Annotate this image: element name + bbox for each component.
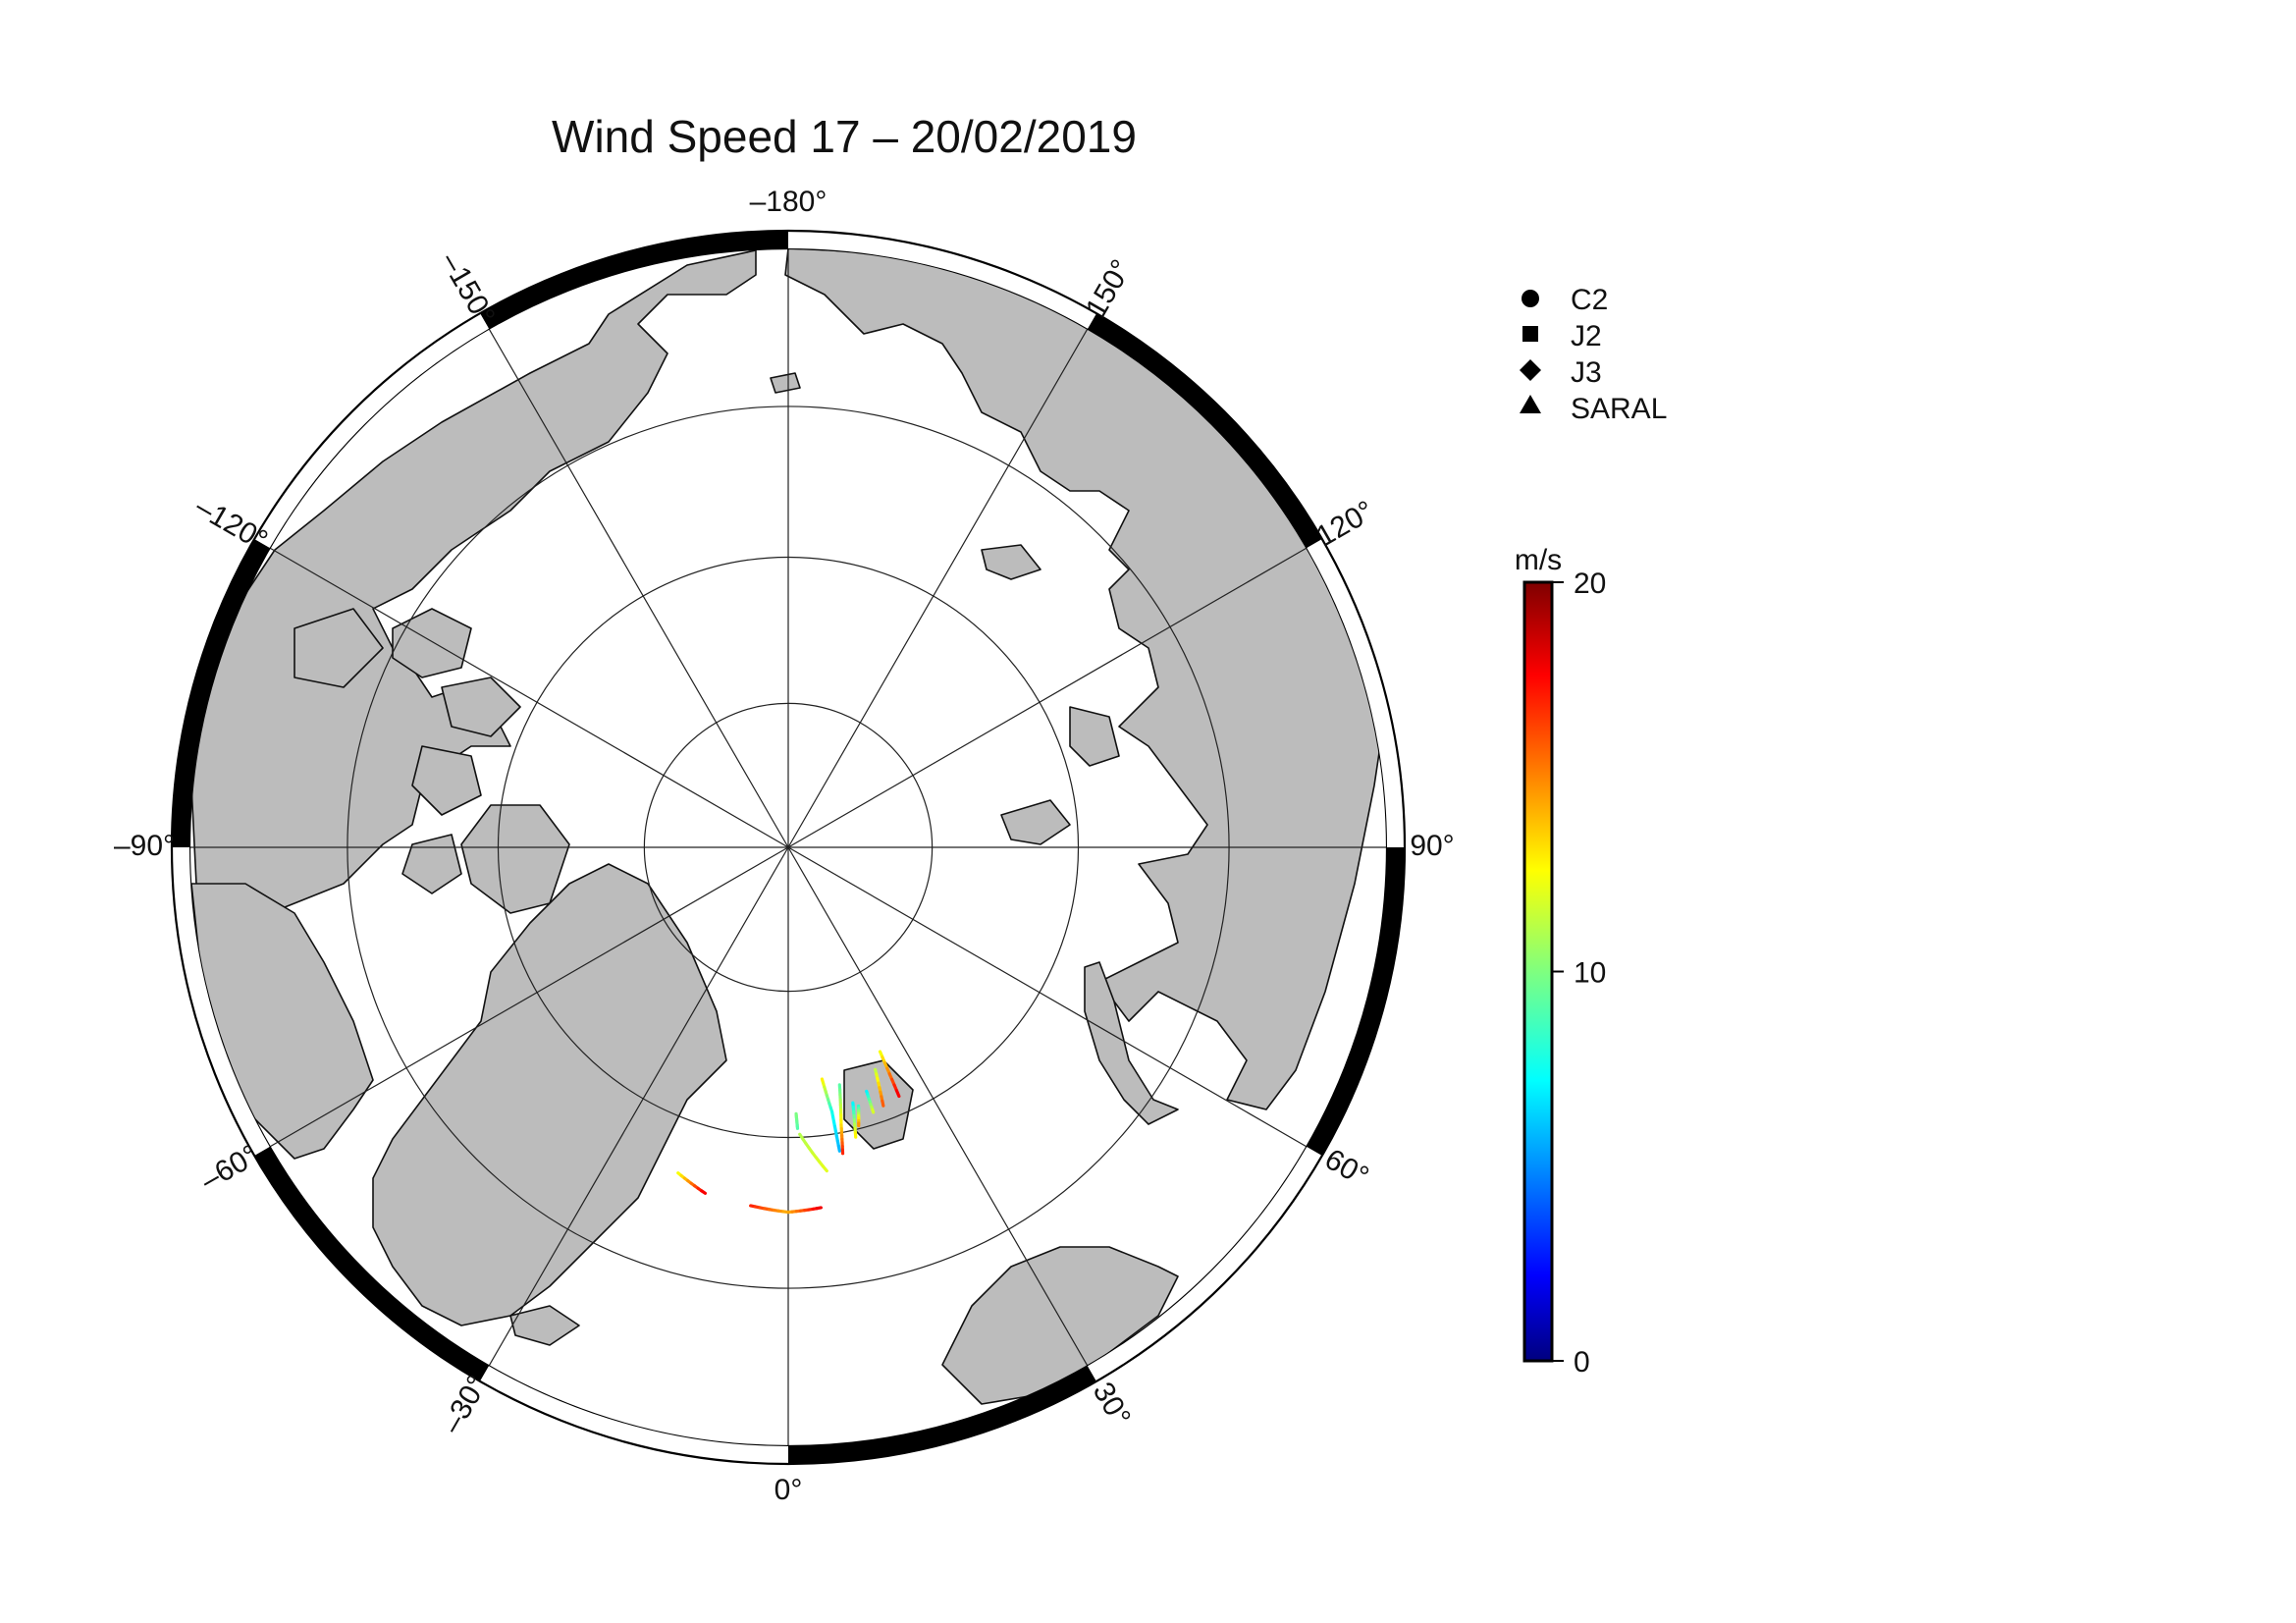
frame-segment: [254, 1147, 489, 1381]
colorbar-unit: m/s: [1515, 544, 1562, 576]
land-franz-josef: [1000, 799, 1071, 845]
meridian-line: [787, 547, 1308, 848]
frame-outer-circle: [170, 229, 1407, 1466]
land-new-siberian: [981, 544, 1041, 580]
longitude-label: 120°: [1310, 495, 1379, 554]
legend-label-c2: C2: [1571, 284, 1608, 316]
land-eurasia: [784, 248, 1387, 1110]
frame-segment: [1088, 313, 1322, 548]
longitude-label: 90°: [1410, 830, 1454, 862]
track-segment: [894, 1089, 901, 1099]
land-masses: [190, 248, 1387, 1405]
colorbar-gradient: [1522, 580, 1554, 1363]
polar-map: –180°150°120°90°60°30°0°–30°–60°–90°–120…: [114, 186, 1455, 1506]
legend-diamond-marker: [1520, 359, 1541, 381]
longitude-label: 30°: [1087, 1377, 1137, 1432]
legend-triangle-marker: [1520, 395, 1541, 413]
legend-label-saral: SARAL: [1571, 393, 1667, 425]
land-iceland: [509, 1305, 580, 1346]
longitude-label: –90°: [114, 830, 175, 862]
land-severnaya-zemlya: [1069, 706, 1120, 767]
longitude-label: –150°: [434, 247, 501, 331]
land-arctic-islands-1: [392, 608, 472, 678]
land-arctic-islands-6: [401, 834, 462, 894]
meridian-line: [488, 846, 789, 1367]
land-wrangel: [770, 372, 801, 394]
wind-speed-tracks: [676, 1050, 901, 1215]
colorbar-tick-label: 20: [1574, 568, 1606, 600]
track-segment: [815, 1206, 823, 1211]
longitude-label: –120°: [189, 491, 273, 558]
meridian-line: [269, 547, 789, 848]
meridian-line: [787, 846, 1089, 1367]
land-greenland: [372, 863, 727, 1326]
longitude-label: –180°: [750, 186, 828, 218]
land-arctic-islands-2: [294, 608, 384, 688]
meridian-line: [787, 846, 1308, 1148]
graticule: [189, 248, 1387, 1446]
colorbar: m/s 20 10 0: [1515, 544, 1607, 1379]
frame-segment: [254, 313, 489, 548]
legend-label-j2: J2: [1571, 320, 1602, 352]
track-segment: [881, 1099, 885, 1108]
land-arctic-islands-4: [460, 804, 570, 914]
meridian-line: [269, 846, 789, 1148]
longitude-label: 150°: [1080, 254, 1139, 323]
map-frame: [170, 229, 1407, 1466]
land-novaya-zemlya: [1084, 961, 1179, 1125]
track-segment: [836, 1144, 841, 1153]
longitude-label: 0°: [774, 1474, 803, 1506]
track-segment: [821, 1164, 828, 1173]
meridian-line: [787, 328, 1089, 848]
colorbar-tick-label: 0: [1574, 1346, 1590, 1379]
legend-square-marker: [1522, 326, 1538, 342]
legend-circle-marker: [1522, 290, 1539, 307]
land-arctic-islands-5: [411, 745, 482, 816]
track-segment: [700, 1189, 708, 1195]
meridian-line: [488, 328, 789, 848]
frame-segment: [1088, 1147, 1322, 1381]
colorbar-ticks: 20 10 0: [1552, 568, 1606, 1379]
figure-title: Wind Speed 17 – 20/02/2019: [552, 111, 1137, 162]
longitude-label: 60°: [1319, 1143, 1374, 1193]
land-arctic-islands-3: [441, 676, 521, 737]
colorbar-tick-label: 10: [1574, 957, 1606, 990]
satellite-legend: C2 J2 J3 SARAL: [1520, 284, 1667, 425]
legend-label-j3: J3: [1571, 356, 1602, 389]
track-segment: [871, 1108, 876, 1114]
